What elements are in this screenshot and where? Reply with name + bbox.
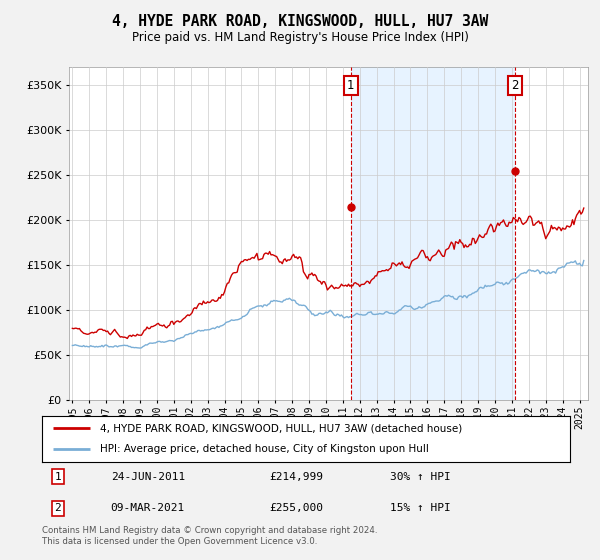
Point — [346, 202, 356, 211]
Text: 30% ↑ HPI: 30% ↑ HPI — [391, 472, 451, 482]
Point — [510, 166, 520, 175]
Bar — [351, 67, 515, 400]
Text: Contains HM Land Registry data © Crown copyright and database right 2024.
This d: Contains HM Land Registry data © Crown c… — [42, 526, 377, 546]
Text: HPI: Average price, detached house, City of Kingston upon Hull: HPI: Average price, detached house, City… — [100, 445, 429, 455]
Text: 1: 1 — [55, 472, 61, 482]
Text: 4, HYDE PARK ROAD, KINGSWOOD, HULL, HU7 3AW: 4, HYDE PARK ROAD, KINGSWOOD, HULL, HU7 … — [112, 14, 488, 29]
Text: 24-JUN-2011: 24-JUN-2011 — [110, 472, 185, 482]
Text: Price paid vs. HM Land Registry's House Price Index (HPI): Price paid vs. HM Land Registry's House … — [131, 31, 469, 44]
Text: 2: 2 — [55, 503, 61, 514]
Text: 2: 2 — [511, 79, 519, 92]
Text: £255,000: £255,000 — [269, 503, 323, 514]
Text: 1: 1 — [347, 79, 355, 92]
Text: £214,999: £214,999 — [269, 472, 323, 482]
Text: 15% ↑ HPI: 15% ↑ HPI — [391, 503, 451, 514]
Text: 4, HYDE PARK ROAD, KINGSWOOD, HULL, HU7 3AW (detached house): 4, HYDE PARK ROAD, KINGSWOOD, HULL, HU7 … — [100, 423, 463, 433]
Text: 09-MAR-2021: 09-MAR-2021 — [110, 503, 185, 514]
